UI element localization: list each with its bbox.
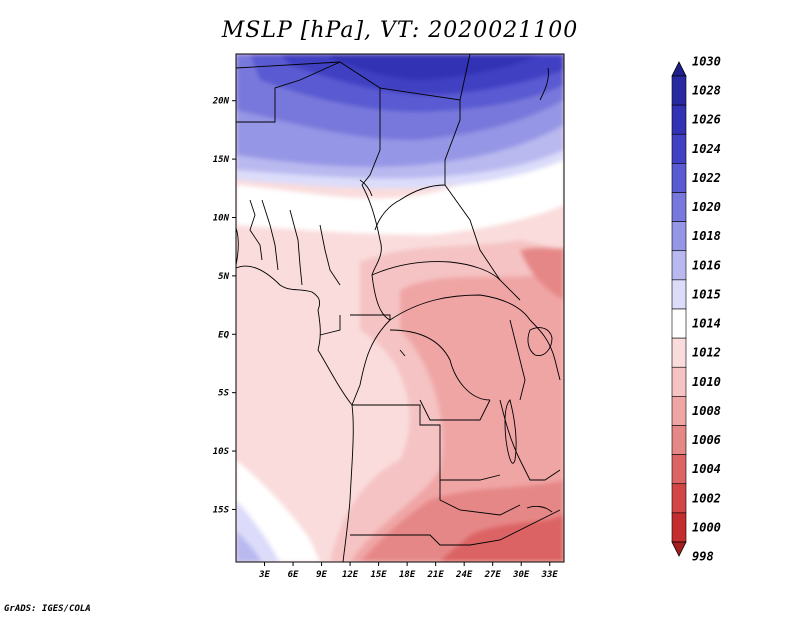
colorbar-label: 1006 <box>692 433 721 447</box>
latitude-axis: 20N 15N 10N 5N EQ 5S 10S 15S <box>212 97 236 515</box>
lon-tick-label: 15E <box>370 570 387 580</box>
colorbar-swatch <box>671 425 687 455</box>
colorbar-label: 1028 <box>692 84 721 98</box>
lat-tick-label: EQ <box>218 330 229 340</box>
lat-tick-label: 15S <box>213 505 230 515</box>
colorbar-label: 1015 <box>692 287 721 301</box>
lon-tick-label: 6E <box>288 570 299 580</box>
lakes <box>359 179 553 513</box>
lon-tick-label: 30E <box>512 570 530 580</box>
colorbar-label: 1020 <box>692 200 721 214</box>
colorbar-swatch <box>671 308 687 339</box>
colorbar: 1030 1028 1026 1024 1022 1020 1018 1016 1015 1014… <box>671 54 721 564</box>
lat-tick-label: 10S <box>213 447 230 457</box>
colorbar-label: 1002 <box>692 491 721 505</box>
colorbar-swatch <box>671 366 687 397</box>
lon-tick-label: 18E <box>399 570 416 580</box>
colorbar-label: 1010 <box>692 375 721 389</box>
grads-credit: GrADS: IGES/COLA <box>4 604 91 614</box>
colorbar-swatch <box>671 279 687 310</box>
longitude-axis: 3E 6E 9E 12E 15E 18E 21E 24E 27E 30E 33E <box>258 562 558 580</box>
colorbar-swatch <box>671 104 687 135</box>
colorbar-label: 998 <box>692 550 714 564</box>
colorbar-swatch <box>671 133 687 164</box>
colorbar-top-arrow <box>671 61 687 77</box>
lat-tick-label: 5N <box>218 272 229 282</box>
colorbar-label: 1014 <box>692 317 721 331</box>
colorbar-swatch <box>671 192 687 222</box>
map-frame <box>235 53 565 563</box>
colorbar-label: 1008 <box>692 404 721 418</box>
colorbar-label: 1012 <box>692 346 721 360</box>
lon-tick-label: 21E <box>427 570 445 580</box>
colorbar-label: 1026 <box>692 113 721 127</box>
colorbar-swatch <box>671 337 687 368</box>
lat-tick-label: 5S <box>218 389 229 399</box>
lat-tick-label: 20N <box>212 97 230 107</box>
pressure-field <box>236 54 564 562</box>
colorbar-label: 1000 <box>692 520 721 534</box>
lon-tick-label: 9E <box>316 570 327 580</box>
colorbar-label: 1016 <box>692 258 721 272</box>
lon-tick-label: 27E <box>484 570 502 580</box>
lon-tick-label: 12E <box>342 570 359 580</box>
lon-tick-label: 3E <box>258 570 270 580</box>
colorbar-swatch <box>671 163 687 193</box>
lon-tick-label: 33E <box>541 570 559 580</box>
colorbar-swatch <box>671 483 687 514</box>
colorbar-swatch <box>671 75 687 106</box>
colorbar-label: 1022 <box>692 171 721 185</box>
colorbar-swatch <box>671 512 687 543</box>
colorbar-swatch <box>671 250 687 281</box>
lon-tick-label: 24E <box>455 570 473 580</box>
colorbar-swatch <box>671 221 687 252</box>
map-title: MSLP [hPa], VT: 2020021100 <box>221 18 579 43</box>
country-borders <box>236 54 561 562</box>
colorbar-swatch <box>671 396 687 426</box>
colorbar-swatch <box>671 454 687 485</box>
lat-tick-label: 10N <box>213 213 230 223</box>
lat-tick-label: 15N <box>213 155 230 165</box>
colorbar-bottom-arrow <box>671 541 687 557</box>
colorbar-label: 1004 <box>692 462 721 476</box>
colorbar-label: 1030 <box>692 54 721 68</box>
colorbar-label: 1024 <box>692 142 721 156</box>
colorbar-label: 1018 <box>692 229 721 243</box>
